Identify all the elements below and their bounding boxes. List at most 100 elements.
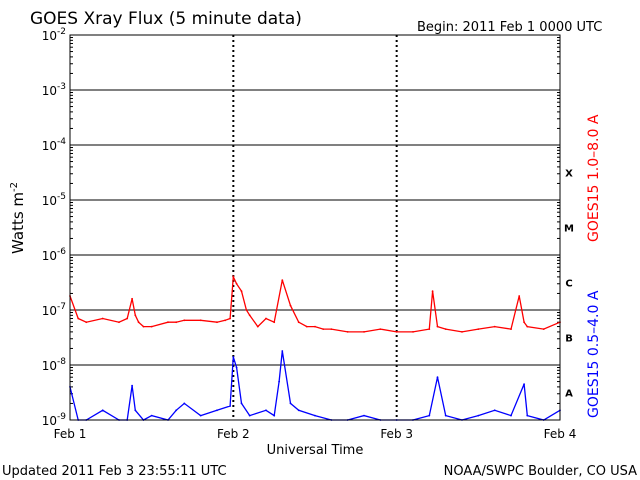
data-point bbox=[240, 402, 243, 405]
data-point bbox=[523, 321, 525, 324]
data-point bbox=[232, 356, 235, 358]
x-axis-tick-labels: Feb 1 Feb 2 Feb 3 Feb 4 bbox=[54, 427, 577, 441]
begin-time-label: Begin: 2011 Feb 1 0000 UTC bbox=[417, 20, 602, 35]
y-tick-label: 10-5 bbox=[42, 192, 66, 208]
flare-class-label: A bbox=[565, 389, 573, 400]
data-point bbox=[229, 317, 232, 320]
data-point bbox=[175, 409, 178, 412]
data-point bbox=[245, 309, 248, 311]
data-point bbox=[137, 321, 140, 324]
data-point bbox=[101, 317, 104, 320]
data-point bbox=[131, 384, 134, 387]
data-point bbox=[289, 304, 292, 307]
data-point bbox=[493, 325, 496, 328]
data-point bbox=[477, 414, 480, 417]
data-point bbox=[175, 321, 178, 324]
flare-class-label: M bbox=[564, 224, 574, 235]
data-point bbox=[232, 276, 235, 278]
data-point bbox=[330, 328, 333, 330]
flare-class-label: X bbox=[565, 169, 573, 180]
data-point bbox=[523, 383, 525, 385]
updated-timestamp: Updated 2011 Feb 3 23:55:11 UTC bbox=[2, 464, 227, 479]
data-point bbox=[305, 325, 308, 328]
series-label-short-wave: GOES15 0.5–4.0 A bbox=[586, 290, 602, 418]
data-point bbox=[77, 317, 80, 320]
data-point bbox=[199, 414, 202, 417]
credit-text: NOAA/SWPC Boulder, CO USA bbox=[444, 464, 637, 479]
data-point bbox=[518, 295, 521, 297]
data-point bbox=[314, 325, 316, 328]
data-point bbox=[526, 414, 529, 417]
y-tick-label: 10-9 bbox=[42, 412, 67, 428]
data-point bbox=[150, 325, 153, 328]
y-tick-label: 10-6 bbox=[42, 247, 67, 263]
data-point bbox=[216, 409, 218, 412]
data-point bbox=[167, 321, 169, 324]
data-point bbox=[150, 414, 153, 417]
data-point bbox=[436, 376, 439, 379]
x-tick-label: Feb 1 bbox=[54, 427, 87, 441]
data-point bbox=[297, 321, 300, 324]
data-point bbox=[134, 314, 137, 317]
data-point bbox=[134, 409, 137, 412]
data-point bbox=[273, 321, 276, 324]
x-tick-label: Feb 3 bbox=[380, 427, 413, 441]
data-point bbox=[526, 325, 529, 328]
data-point bbox=[444, 414, 447, 417]
series-label-long-wave: GOES15 1.0–8.0 A bbox=[586, 114, 602, 242]
data-point bbox=[240, 290, 243, 293]
data-point bbox=[273, 414, 276, 417]
flare-class-label: B bbox=[565, 334, 573, 345]
data-point bbox=[281, 350, 284, 352]
data-point bbox=[183, 402, 186, 405]
y-tick-label: 10-8 bbox=[42, 357, 67, 373]
x-axis-label: Universal Time bbox=[267, 443, 364, 458]
data-point bbox=[142, 325, 145, 328]
series-line-1 bbox=[69, 350, 561, 421]
data-point bbox=[346, 331, 349, 333]
data-point bbox=[248, 314, 251, 317]
data-point bbox=[412, 331, 414, 333]
data-point bbox=[379, 328, 382, 330]
data-point bbox=[265, 409, 267, 412]
data-point bbox=[493, 409, 496, 412]
data-point bbox=[444, 328, 447, 330]
data-point bbox=[85, 321, 88, 324]
y-axis-label: Watts m-2 bbox=[9, 182, 27, 254]
x-tick-label: Feb 4 bbox=[544, 427, 577, 441]
data-point bbox=[278, 380, 280, 383]
data-point bbox=[183, 319, 186, 322]
data-point bbox=[322, 328, 325, 330]
data-point bbox=[101, 409, 104, 412]
y-tick-label: 10-7 bbox=[42, 302, 66, 318]
y-tick-label: 10-2 bbox=[42, 27, 66, 43]
data-point bbox=[126, 317, 129, 320]
day-separator-lines bbox=[232, 35, 398, 420]
y-axis-tick-labels: 10-9 10-8 10-7 10-6 10-5 10-4 10-3 10-2 bbox=[42, 27, 67, 428]
y-tick-label: 10-4 bbox=[42, 137, 67, 153]
data-point bbox=[428, 414, 431, 417]
data-point bbox=[118, 321, 120, 324]
plot-frame bbox=[69, 34, 561, 421]
data-point bbox=[431, 290, 434, 293]
data-point bbox=[248, 414, 251, 417]
data-point bbox=[542, 328, 545, 330]
data-point bbox=[235, 366, 238, 369]
data-point bbox=[235, 282, 238, 285]
data-point bbox=[289, 402, 292, 405]
data-point bbox=[281, 279, 284, 281]
data-point bbox=[131, 297, 134, 300]
data-point bbox=[510, 414, 512, 417]
y-axis-label-exponent: -2 bbox=[9, 182, 20, 192]
x-tick-label: Feb 2 bbox=[217, 427, 250, 441]
data-point bbox=[477, 328, 480, 330]
data-point bbox=[395, 331, 398, 333]
y-axis-label-text: Watts m bbox=[9, 192, 27, 254]
data-point bbox=[363, 331, 365, 333]
data-point bbox=[510, 328, 512, 330]
data-point bbox=[256, 325, 259, 328]
flare-class-label: C bbox=[565, 279, 572, 290]
flare-class-labels: X M C B A bbox=[564, 169, 574, 400]
